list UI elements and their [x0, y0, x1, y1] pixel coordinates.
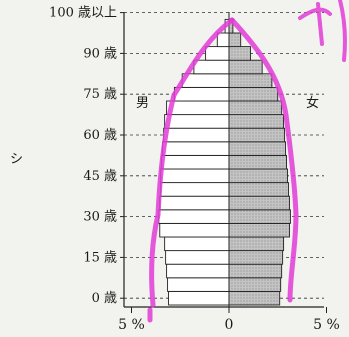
x-tick-label: 5 %: [118, 317, 145, 333]
male-bar: [161, 154, 230, 170]
male-bar: [166, 100, 230, 116]
male-bar: [160, 182, 230, 197]
male-bar: [181, 73, 230, 88]
male-bar: [167, 277, 230, 292]
female-bar: [228, 141, 286, 156]
female-bar: [228, 127, 286, 143]
male-bar: [216, 32, 230, 48]
female-bar: [228, 46, 251, 61]
female-bar: [228, 250, 284, 265]
male-bar: [205, 46, 230, 61]
age-tick-label: 30 歳: [83, 210, 117, 225]
age-tick-label: 45 歳: [83, 169, 117, 184]
female-bar: [228, 236, 285, 252]
female-bar: [228, 154, 287, 170]
female-bar: [228, 100, 283, 116]
male-bar: [158, 209, 230, 224]
male-bar: [164, 114, 230, 129]
highlight-stroke-right: [229, 17, 299, 303]
female-bar: [228, 195, 290, 211]
female-bar: [228, 277, 282, 292]
male-bar: [173, 86, 230, 102]
x-tick-label: 0: [225, 317, 234, 333]
male-bar: [165, 250, 230, 265]
male-bar: [164, 236, 230, 252]
male-bar: [162, 141, 230, 156]
female-bar: [228, 73, 273, 88]
male-bar: [166, 263, 230, 279]
female-bar: [228, 263, 283, 279]
female-bar: [228, 209, 291, 224]
female-bar: [228, 32, 242, 48]
male-bar: [168, 290, 230, 306]
age-tick-label: 75 歳: [83, 87, 117, 102]
female-bar: [228, 86, 279, 102]
female-bar: [228, 114, 285, 129]
male-bar: [159, 222, 230, 238]
male-label: 男: [136, 96, 149, 111]
side-mark-char: シ: [10, 152, 23, 167]
female-label: 女: [306, 95, 319, 111]
female-bar: [228, 290, 281, 306]
female-bar: [228, 168, 288, 184]
male-bar: [193, 59, 230, 75]
x-tick-label: 5 %: [313, 317, 340, 333]
highlight-stroke-left: [149, 17, 235, 308]
male-bar: [160, 168, 230, 184]
age-tick-label: 60 歳: [83, 128, 117, 143]
age-tick-label: 100 歳以上: [49, 6, 117, 21]
age-tick-label: 0 歳: [92, 291, 117, 306]
female-bar: [228, 59, 263, 75]
male-bar: [159, 195, 230, 211]
female-bar: [228, 182, 289, 197]
age-tick-label: 90 歳: [83, 46, 117, 61]
highlight-scribble: [298, 0, 347, 62]
age-tick-label: 15 歳: [83, 250, 117, 265]
female-bar: [228, 222, 290, 238]
male-bar: [163, 127, 230, 143]
